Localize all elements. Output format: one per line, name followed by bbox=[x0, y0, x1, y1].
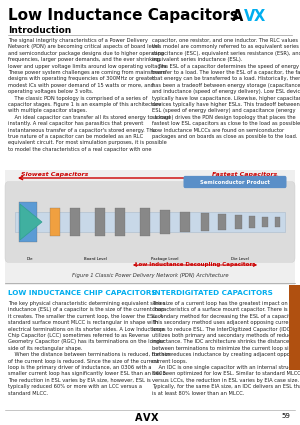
Bar bbox=[115, 208, 125, 236]
Text: V: V bbox=[244, 9, 255, 24]
Text: Low Inductance Decoupling Capacitors: Low Inductance Decoupling Capacitors bbox=[135, 262, 255, 267]
FancyBboxPatch shape bbox=[5, 182, 295, 262]
Text: Fastest Capacitors: Fastest Capacitors bbox=[212, 172, 278, 177]
Text: Introduction: Introduction bbox=[8, 26, 71, 35]
Text: The size of a current loop has the greatest impact on the ESL
characteristics of: The size of a current loop has the great… bbox=[152, 301, 300, 396]
Bar bbox=[274, 218, 280, 227]
FancyBboxPatch shape bbox=[184, 176, 286, 188]
Text: Die: Die bbox=[27, 257, 33, 261]
Text: Die Level: Die Level bbox=[231, 257, 249, 261]
Bar bbox=[140, 208, 150, 236]
Bar bbox=[160, 210, 170, 234]
Bar bbox=[50, 208, 60, 236]
Bar bbox=[180, 212, 190, 232]
Text: X: X bbox=[151, 413, 158, 423]
Text: Semiconductor Product: Semiconductor Product bbox=[200, 179, 270, 184]
Text: A: A bbox=[135, 413, 142, 423]
Text: A: A bbox=[232, 9, 243, 24]
Text: Board Level: Board Level bbox=[84, 257, 106, 261]
Bar bbox=[218, 214, 226, 230]
Bar bbox=[5, 170, 295, 285]
Bar bbox=[201, 213, 209, 231]
Text: Slowest Capacitors: Slowest Capacitors bbox=[21, 172, 89, 177]
Bar bbox=[262, 217, 268, 227]
Text: capacitor, one resistor, and one inductor. The RLC values in
this model are comm: capacitor, one resistor, and one inducto… bbox=[152, 38, 300, 139]
Text: Package Level: Package Level bbox=[151, 257, 179, 261]
Bar bbox=[19, 202, 37, 242]
Bar bbox=[289, 285, 300, 370]
Text: V: V bbox=[143, 413, 151, 423]
Bar bbox=[15, 212, 285, 232]
Bar bbox=[95, 208, 105, 236]
Text: The signal integrity characteristics of a Power Delivery
Network (PDN) are becom: The signal integrity characteristics of … bbox=[8, 38, 170, 152]
Text: The key physical characteristic determining equivalent series
inductance (ESL) o: The key physical characteristic determin… bbox=[8, 301, 172, 396]
Bar bbox=[235, 215, 242, 229]
Text: LOW INDUCTANCE CHIP CAPACITORS: LOW INDUCTANCE CHIP CAPACITORS bbox=[8, 290, 157, 296]
Bar bbox=[70, 208, 80, 236]
Bar bbox=[249, 216, 255, 228]
Text: Figure 1 Classic Power Delivery Network (PDN) Architecture: Figure 1 Classic Power Delivery Network … bbox=[72, 273, 228, 278]
Text: X: X bbox=[254, 9, 265, 24]
Text: Low Inductance Capacitors: Low Inductance Capacitors bbox=[8, 8, 239, 23]
Polygon shape bbox=[20, 204, 42, 240]
Text: INTERDIGITATED CAPACITORS: INTERDIGITATED CAPACITORS bbox=[152, 290, 273, 296]
Text: 59: 59 bbox=[281, 413, 290, 419]
